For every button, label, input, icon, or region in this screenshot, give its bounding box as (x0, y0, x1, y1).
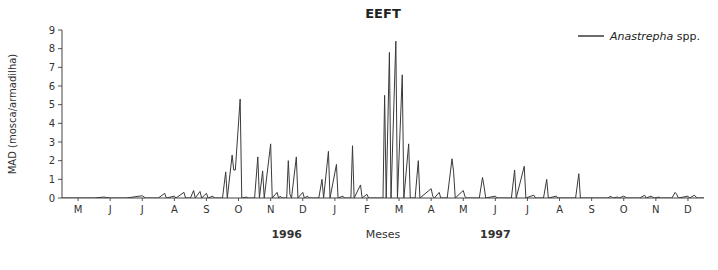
y-tick (58, 160, 62, 161)
annotation: 1997 (480, 228, 511, 241)
y-tick-label: 4 (49, 118, 55, 129)
x-tick-label: J (332, 204, 336, 215)
plot-area (62, 41, 704, 198)
y-tick (58, 123, 62, 124)
legend-swatch (578, 35, 604, 37)
y-tick-label: 5 (49, 99, 55, 110)
x-tick-label: M (459, 204, 468, 215)
y-tick-label: 6 (49, 81, 55, 92)
x-tick-label: S (588, 204, 594, 215)
y-tick-label: 1 (49, 174, 55, 185)
y-axis-label: MAD (mosca/armadilha) (7, 54, 18, 175)
x-tick-label: J (493, 204, 497, 215)
y-tick-label: 3 (49, 137, 55, 148)
x-tick-label: A (428, 204, 435, 215)
x-tick-label: M (395, 204, 404, 215)
y-tick (58, 30, 62, 31)
annotation: 1996 (271, 228, 302, 241)
x-tick-label: N (267, 204, 274, 215)
y-tick (58, 67, 62, 68)
legend: Anastrepha spp. (578, 30, 700, 43)
y-tick-label: 0 (49, 193, 55, 204)
x-tick-label: A (556, 204, 563, 215)
y-tick (58, 142, 62, 143)
y-tick (58, 48, 62, 49)
x-tick-label: J (140, 204, 144, 215)
title: EEFT (365, 6, 401, 21)
y-tick (58, 104, 62, 105)
y-axis-line (62, 30, 63, 198)
axes: 0 1 2 3 4 5 6 7 8 9 M J J A S O N D J F M A M J J A S O N D (49, 25, 704, 216)
y-tick-label: 8 (49, 43, 55, 54)
x-tick-label: D (684, 204, 692, 215)
y-tick-label: 7 (49, 62, 55, 73)
x-tick-label: N (652, 204, 659, 215)
y-tick-label: 9 (49, 25, 55, 36)
x-tick-label: F (364, 204, 370, 215)
x-tick-label: S (203, 204, 209, 215)
y-tick (58, 179, 62, 180)
chart: EEFT MAD (mosca/armadilha) 0 1 2 3 4 5 6 7 8 9 M J J A S… (0, 0, 718, 270)
x-tick-label: J (525, 204, 529, 215)
legend-label: Anastrepha spp. (609, 30, 700, 43)
x-tick-label: M (74, 204, 83, 215)
x-axis-label: Meses (366, 228, 401, 241)
x-tick-label: D (299, 204, 307, 215)
x-tick-label: A (171, 204, 178, 215)
y-tick (58, 198, 62, 199)
series-line (62, 41, 704, 198)
x-tick-label: O (620, 204, 628, 215)
x-tick-label: J (108, 204, 112, 215)
y-tick-label: 2 (49, 155, 55, 166)
x-tick-label: O (235, 204, 243, 215)
y-tick (58, 86, 62, 87)
